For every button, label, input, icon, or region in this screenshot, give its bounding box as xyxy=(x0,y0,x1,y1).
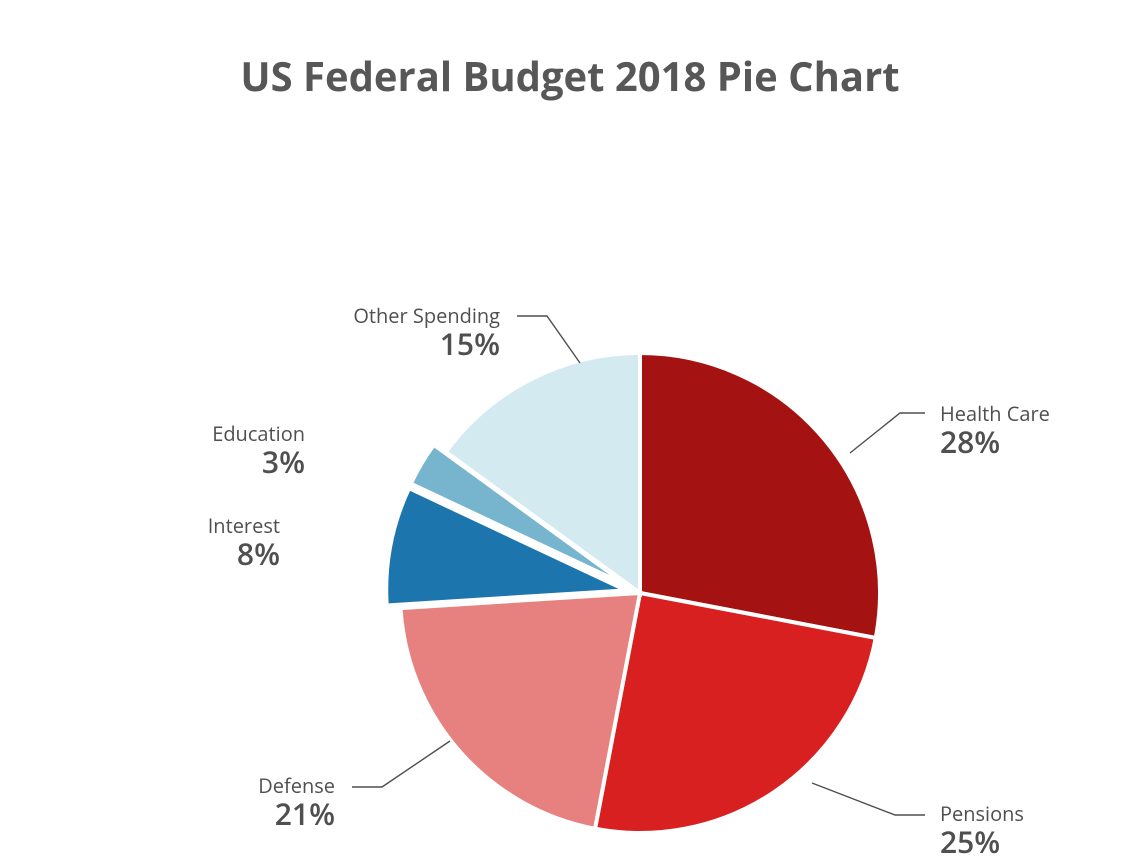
leader-line xyxy=(517,316,580,363)
slice-label-pct: 21% xyxy=(275,793,335,834)
pie-chart: Health Care28%Pensions25%Defense21%Inter… xyxy=(0,103,1140,863)
chart-title: US Federal Budget 2018 Pie Chart xyxy=(0,0,1140,103)
slice-label-pct: 8% xyxy=(237,533,280,574)
leader-line xyxy=(850,413,925,453)
leader-line xyxy=(352,741,450,787)
slice-label-pct: 25% xyxy=(940,821,1000,862)
pie-slice-health-care xyxy=(640,353,880,638)
slice-label-pct: 28% xyxy=(940,421,1000,462)
leader-line xyxy=(812,783,925,815)
pie-slice-pensions xyxy=(595,593,876,833)
slice-label-pct: 3% xyxy=(262,441,305,482)
slice-label-pct: 15% xyxy=(440,323,500,364)
